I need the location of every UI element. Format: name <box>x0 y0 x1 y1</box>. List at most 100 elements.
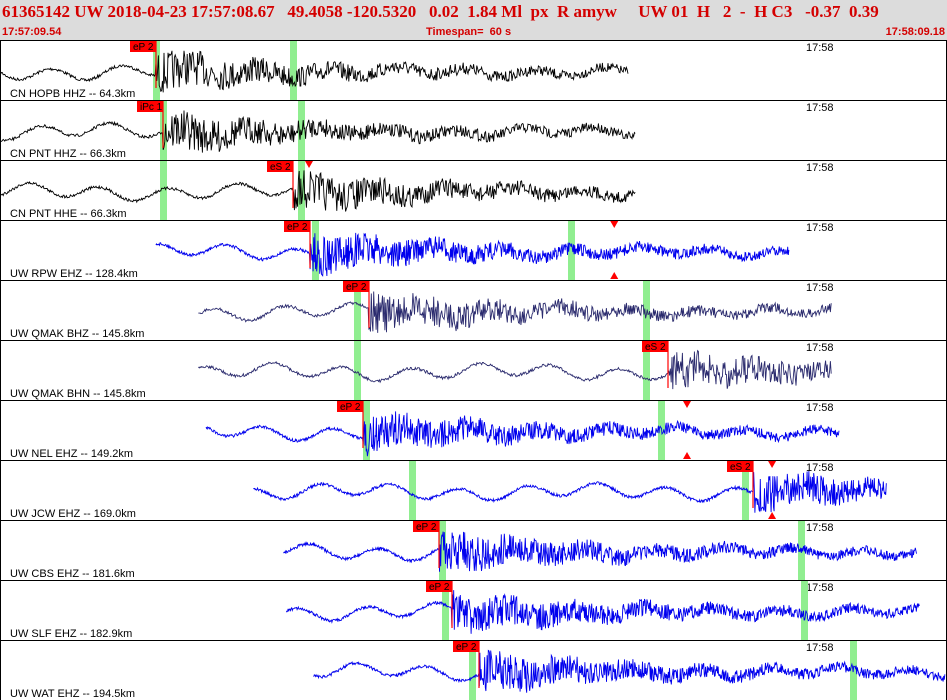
pick-flag <box>727 461 753 472</box>
waveform-layer[interactable]: eP 2 iPc 1 eS 2 eP 2 eP 2 eS 2 eP 2 eS 2 eP 2 eP … <box>0 40 947 700</box>
pick-flag <box>642 341 668 352</box>
trace-panel[interactable]: UW WAT EHZ -- 194.5km 17:58 <box>0 640 947 700</box>
down-triangle-icon <box>610 221 619 228</box>
waveform-trace <box>198 349 832 390</box>
pick-flag <box>284 221 310 232</box>
tick-time-label: 17:58 <box>806 162 834 174</box>
station-label: UW CBS EHZ -- 181.6km <box>10 568 135 580</box>
trace-panel[interactable]: CN HOPB HHZ -- 64.3km 17:58 <box>0 40 947 100</box>
pick-window <box>469 641 476 700</box>
up-triangle-icon <box>683 452 692 459</box>
trace-group: eP 2 <box>155 221 790 280</box>
waveform-trace <box>205 411 840 457</box>
tick-time-label: 17:58 <box>806 522 834 534</box>
pick-window <box>442 581 449 640</box>
trace-panel[interactable]: CN PNT HHE -- 66.3km 17:58 <box>0 160 947 220</box>
station-label: UW RPW EHZ -- 128.4km <box>10 268 138 280</box>
trace-panel[interactable]: UW QMAK BHZ -- 145.8km 17:58 <box>0 280 947 340</box>
trace-group: iPc 1 <box>0 101 636 160</box>
waveform-trace <box>0 50 629 93</box>
pick-label: eS 2 <box>270 162 291 173</box>
event-summary: 61365142 UW 2018-04-23 17:57:08.67 49.40… <box>2 2 879 21</box>
down-triangle-icon <box>683 401 692 408</box>
station-label: CN PNT HHE -- 66.3km <box>10 208 127 220</box>
pick-window <box>290 41 297 100</box>
pick-window <box>298 101 305 160</box>
tick-time-label: 17:58 <box>806 102 834 114</box>
tick-time-label: 17:58 <box>806 342 834 354</box>
waveform-trace <box>0 110 636 153</box>
tick-time-label: 17:58 <box>806 42 834 54</box>
tick-time-label: 17:58 <box>806 582 834 594</box>
trace-panel[interactable]: UW NEL EHZ -- 149.2km 17:58 <box>0 400 947 460</box>
station-label: UW JCW EHZ -- 169.0km <box>10 508 136 520</box>
trace-group: eP 2 <box>283 521 917 580</box>
pick-flag <box>413 521 439 532</box>
down-triangle-icon <box>305 161 314 168</box>
station-label: UW NEL EHZ -- 149.2km <box>10 448 134 460</box>
station-label: UW QMAK BHN -- 145.8km <box>10 388 146 400</box>
pick-window <box>643 341 650 400</box>
trace-group: eP 2 <box>313 641 946 700</box>
pick-window <box>742 461 749 520</box>
down-triangle-icon <box>768 461 777 468</box>
up-triangle-icon <box>610 272 619 279</box>
pick-flag <box>453 641 479 652</box>
trace-panel[interactable]: UW QMAK BHN -- 145.8km 17:58 <box>0 340 947 400</box>
station-label: UW QMAK BHZ -- 145.8km <box>10 328 145 340</box>
pick-label: eP 2 <box>340 402 361 413</box>
timespan-label: Timespan= 60 s <box>426 26 512 38</box>
pick-label: eP 2 <box>416 522 437 533</box>
pick-flag <box>267 161 293 172</box>
pick-label: eP 2 <box>346 282 367 293</box>
pick-flag <box>337 401 363 412</box>
waveform-trace <box>283 531 917 572</box>
pick-window <box>801 581 808 640</box>
pick-window <box>160 161 167 220</box>
pick-window <box>568 221 575 280</box>
end-time: 17:58:09.18 <box>885 26 945 38</box>
station-label: CN HOPB HHZ -- 64.3km <box>10 88 136 100</box>
pick-window <box>354 341 361 400</box>
pick-label: eP 2 <box>429 582 450 593</box>
pick-flag <box>343 281 369 292</box>
tick-time-label: 17:58 <box>806 642 834 654</box>
tick-time-label: 17:58 <box>806 222 834 234</box>
pick-window <box>363 401 370 460</box>
trace-group: eP 2 <box>198 281 832 340</box>
pick-label: eP 2 <box>287 222 308 233</box>
pick-flag <box>130 41 156 52</box>
trace-group: eP 2 <box>205 401 840 460</box>
title-bar: 61365142 UW 2018-04-23 17:57:08.67 49.40… <box>0 0 947 40</box>
trace-group: eS 2 <box>0 161 636 220</box>
pick-window <box>439 521 446 580</box>
tick-time-label: 17:58 <box>806 462 834 474</box>
station-label: UW SLF EHZ -- 182.9km <box>10 628 133 640</box>
waveform-trace <box>253 470 887 513</box>
waveform-trace <box>155 232 790 277</box>
trace-panel-area[interactable]: CN HOPB HHZ -- 64.3km 17:58 CN PNT HHZ -- … <box>0 40 947 700</box>
pick-window <box>409 461 416 520</box>
trace-group: eP 2 <box>0 41 629 100</box>
trace-group: eS 2 <box>253 461 887 520</box>
up-triangle-icon <box>768 512 777 519</box>
waveform-trace <box>285 590 920 634</box>
trace-group: eS 2 <box>198 341 832 400</box>
waveform-trace <box>313 649 946 693</box>
pick-flag <box>426 581 452 592</box>
pick-label: eP 2 <box>456 642 477 653</box>
pick-window <box>354 281 361 340</box>
station-label: UW WAT EHZ -- 194.5km <box>10 688 136 700</box>
start-time: 17:57:09.54 <box>2 26 62 38</box>
tick-time-label: 17:58 <box>806 402 834 414</box>
pick-label: eS 2 <box>645 342 666 353</box>
pick-label: eS 2 <box>730 462 751 473</box>
waveform-trace <box>0 170 636 212</box>
pick-label: eP 2 <box>133 42 154 53</box>
trace-group: eP 2 <box>285 581 920 640</box>
pick-flag <box>137 101 163 112</box>
pick-window <box>643 281 650 340</box>
station-label: CN PNT HHZ -- 66.3km <box>10 148 126 160</box>
pick-label: iPc 1 <box>140 102 163 113</box>
tick-time-label: 17:58 <box>806 282 834 294</box>
